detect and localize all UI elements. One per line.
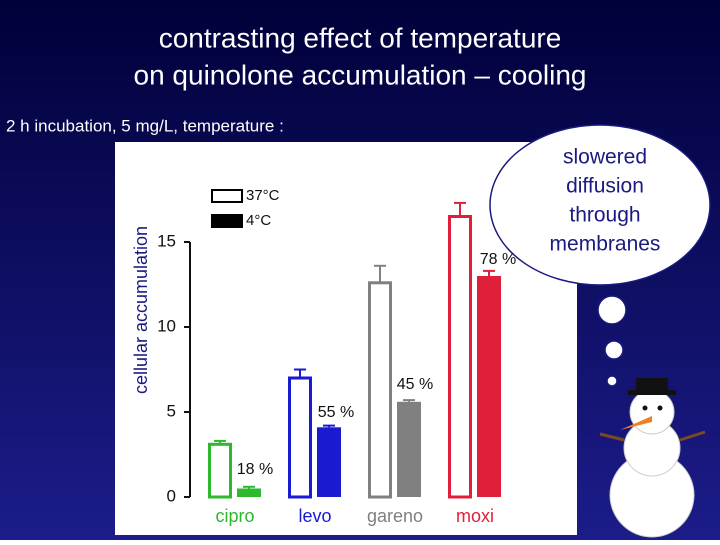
legend-swatch — [211, 189, 243, 203]
legend-label: 4°C — [246, 212, 271, 229]
bar — [477, 276, 501, 497]
subtitle: 2 h incubation, 5 mg/L, temperature : — [6, 116, 284, 135]
x-tick-label: cipro — [215, 506, 254, 526]
callout-text: through — [569, 204, 640, 227]
callout: slowered diffusion through membranes — [550, 146, 661, 256]
callout-text: slowered — [563, 146, 647, 169]
annotation: 18 % — [237, 461, 273, 478]
x-tick-label: gareno — [367, 506, 423, 526]
y-tick-label: 15 — [157, 231, 176, 250]
error-bar — [214, 439, 226, 445]
y-tick-label: 0 — [167, 486, 176, 505]
annotation: 55 % — [318, 404, 354, 421]
x-tick-label: moxi — [456, 506, 494, 526]
error-bar — [483, 269, 495, 276]
bar — [317, 427, 341, 497]
callout-text: diffusion — [566, 175, 644, 198]
chart: 0 5 10 15 cipro levo gareno moxi 37°C 4°C 18 % 55 %… — [157, 187, 516, 526]
y-axis-label: cellular accumulation — [131, 226, 151, 394]
error-bar — [323, 424, 335, 428]
callout-text: membranes — [550, 233, 661, 256]
y-tick-label: 10 — [157, 316, 176, 335]
bar — [237, 488, 261, 497]
annotation: 45 % — [397, 376, 433, 393]
x-tick-label: levo — [298, 506, 331, 526]
error-bar — [294, 368, 306, 378]
y-tick-label: 5 — [167, 401, 176, 420]
legend-label: 37°C — [246, 187, 280, 204]
error-bar — [243, 485, 255, 489]
title: on quinolone accumulation – cooling — [134, 59, 587, 90]
bar — [397, 401, 421, 497]
bar — [448, 215, 472, 499]
cloud — [489, 124, 711, 387]
error-bar — [403, 399, 415, 402]
title: contrasting effect of temperature — [159, 22, 562, 53]
legend-swatch — [211, 214, 243, 228]
bar — [208, 442, 232, 499]
bar — [288, 376, 312, 499]
annotation: 78 % — [480, 251, 516, 268]
snowman — [599, 378, 706, 538]
bar — [368, 281, 392, 499]
error-bar — [374, 264, 386, 283]
error-bar — [454, 201, 466, 217]
